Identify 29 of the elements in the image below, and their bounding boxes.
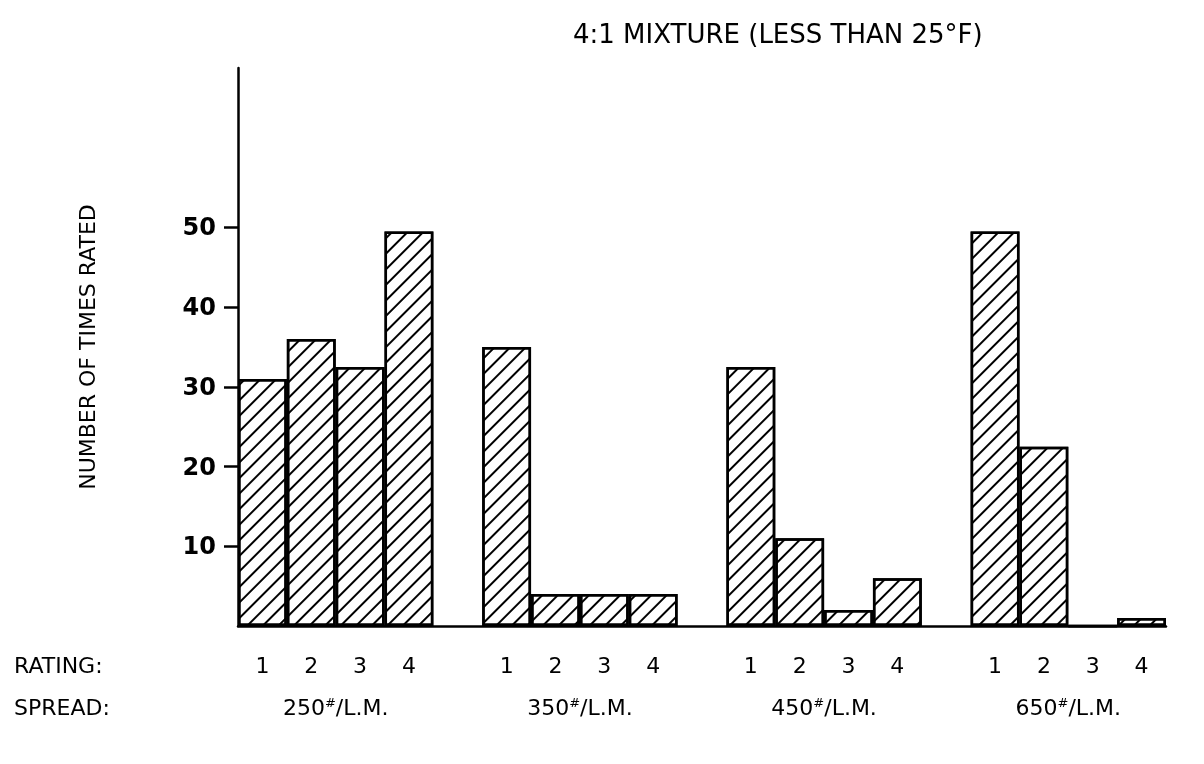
y-tick-label: 50 [182,213,216,242]
y-axis-title: NUMBER OF TIMES RATED [74,204,100,490]
x-tick-label: 1 [499,652,514,678]
x-tick-label: 3 [353,652,368,678]
x-tick-label: 3 [597,652,612,678]
x-tick-label: 1 [988,652,1003,678]
text: 350#/L.M. [527,694,633,720]
x-tick-label: 1 [743,652,758,678]
y-tick-label: 20 [182,452,216,481]
text: 650#/L.M. [1015,694,1122,720]
x-tick-label: 3 [841,652,856,678]
y-tick-label: 40 [182,293,216,322]
text: 250#/L.M. [282,694,389,720]
x-tick-label: 4 [646,652,661,678]
x-tick-label: 2 [548,652,563,678]
text: RATING: [14,652,103,678]
x-tick-label: 1 [255,652,270,678]
x-tick-label: 2 [792,652,807,678]
text: 450#/L.M. [771,694,877,720]
x-tick-label: 4 [1134,652,1149,678]
y-tick-label: 30 [182,372,216,401]
x-tick-label: 3 [1085,652,1100,678]
y-tick-label: 10 [182,532,216,561]
x-tick-label: 2 [1036,652,1051,678]
x-tick-label: 2 [304,652,319,678]
chart-title: 4:1 MIXTURE (LESS THAN 25°F) [573,19,983,49]
x-tick-label: 4 [401,652,416,678]
x-tick-label: 4 [890,652,905,678]
text: SPREAD: [14,694,110,720]
